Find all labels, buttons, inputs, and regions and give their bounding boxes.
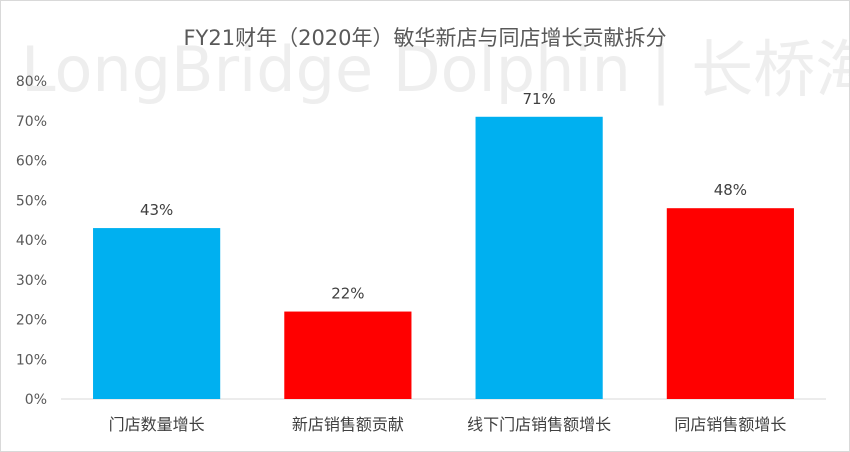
y-tick-label: 60% xyxy=(16,154,47,170)
y-tick-label: 0% xyxy=(25,392,47,408)
y-tick-label: 20% xyxy=(16,313,47,329)
bar-series xyxy=(93,116,794,400)
y-tick-label: 30% xyxy=(16,273,47,289)
bar xyxy=(284,311,412,399)
x-tick-label: 同店销售额增长 xyxy=(674,415,786,434)
y-tick-label: 80% xyxy=(16,74,47,90)
data-label: 48% xyxy=(714,181,747,199)
bar xyxy=(93,228,221,399)
data-label: 43% xyxy=(140,201,173,219)
x-tick-label: 新店销售额贡献 xyxy=(292,415,404,434)
x-tick-label: 线下门店销售额增长 xyxy=(467,415,611,434)
x-axis: 门店数量增长 新店销售额贡献 线下门店销售额增长 同店销售额增长 xyxy=(109,415,787,434)
data-labels: 43% 22% 71% 48% xyxy=(140,90,747,303)
data-label: 71% xyxy=(522,90,555,108)
y-axis: 0% 10% 20% 30% 40% 50% 60% 70% 80% xyxy=(16,74,47,408)
bar xyxy=(666,208,794,399)
y-tick-label: 50% xyxy=(16,193,47,209)
y-tick-label: 40% xyxy=(16,233,47,249)
chart-title: FY21财年（2020年）敏华新店与同店增长贡献拆分 xyxy=(183,26,666,50)
watermark-text: LongBridge Dolphin | 长桥海豚投研 xyxy=(21,33,849,107)
y-tick-label: 70% xyxy=(16,114,47,130)
y-tick-label: 10% xyxy=(16,352,47,368)
data-label: 22% xyxy=(331,285,364,303)
x-tick-label: 门店数量增长 xyxy=(109,415,205,434)
bar xyxy=(475,116,603,400)
